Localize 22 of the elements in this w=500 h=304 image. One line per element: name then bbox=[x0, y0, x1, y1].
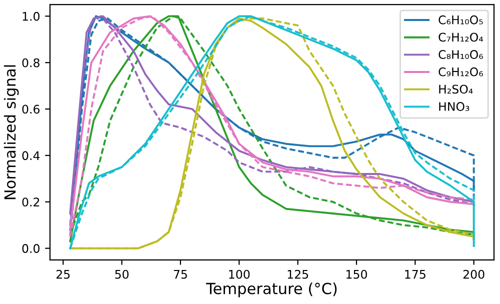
x-axis-title: Temperature (°C) bbox=[206, 282, 337, 298]
x-tick-label: 25 bbox=[56, 270, 70, 279]
x-tick-label: 100 bbox=[229, 270, 250, 279]
y-tick-label: 0.2 bbox=[22, 198, 40, 207]
legend-label: C₆H₁₀O₅ bbox=[438, 15, 483, 24]
x-tick-label: 175 bbox=[405, 270, 426, 279]
x-tick-label: 50 bbox=[115, 270, 129, 279]
y-tick-label: 0.6 bbox=[22, 104, 40, 114]
y-tick-label: 0.4 bbox=[22, 151, 40, 160]
x-tick-label: 125 bbox=[288, 270, 308, 279]
x-tick-label: 75 bbox=[174, 270, 187, 279]
x-tick-label: 150 bbox=[346, 270, 367, 279]
y-tick-label: 0.8 bbox=[22, 58, 40, 68]
y-tick-label: 0.0 bbox=[22, 244, 40, 253]
y-axis-title: Normalized signal bbox=[4, 65, 19, 200]
x-tick-label: 200 bbox=[463, 270, 484, 279]
y-tick-label: 1.0 bbox=[22, 12, 40, 21]
legend-label: H₂SO₄ bbox=[439, 84, 473, 94]
legend-label: C₇H₁₂O₄ bbox=[438, 32, 483, 42]
legend-label: C₈H₁₀O₆ bbox=[438, 50, 483, 59]
legend-label: C₉H₁₂O₆ bbox=[438, 67, 483, 76]
legend-label: HNO₃ bbox=[439, 102, 470, 111]
